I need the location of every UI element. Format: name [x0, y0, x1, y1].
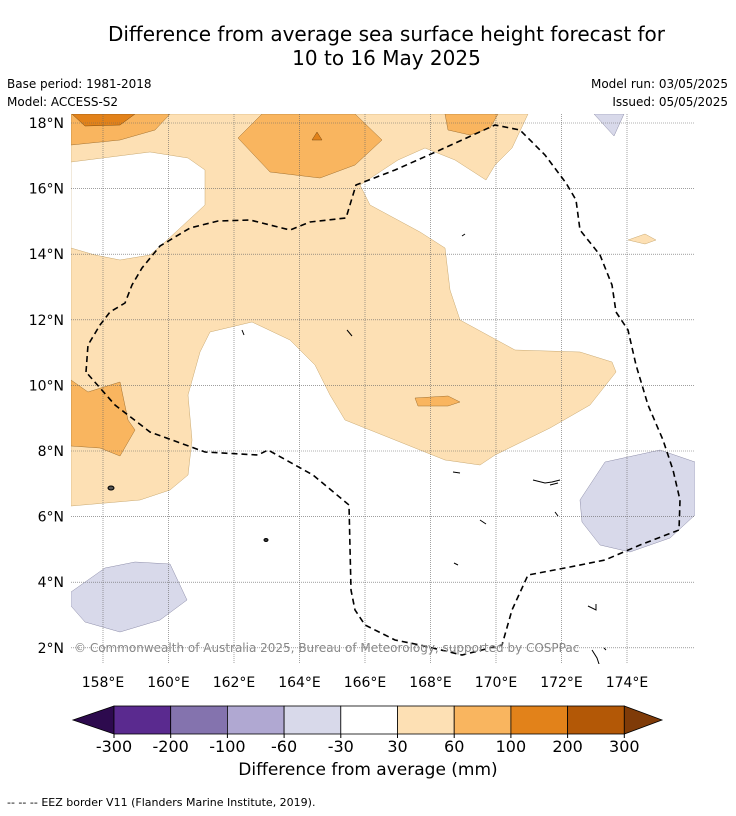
colorbar-tick-label: -100 — [209, 737, 245, 756]
lat-tick-label: 6°N — [38, 510, 64, 526]
lon-tick-label: 172°E — [540, 675, 583, 691]
anomaly-region-neg-northeast — [593, 114, 625, 137]
colorbar: -300 -200 -100 -60 -30 30 60 100 200 300 — [71, 705, 664, 756]
lat-tick-label: 18°N — [29, 116, 64, 132]
eez-legend-text: EEZ border V11 (Flanders Marine Institut… — [41, 796, 316, 809]
colorbar-swatch — [397, 705, 455, 735]
colorbar-swatch — [340, 705, 398, 735]
model-name: Model: ACCESS-S2 — [7, 95, 119, 109]
lon-tick-label: 166°E — [344, 675, 387, 691]
longitude-labels: 158°E 160°E 162°E 164°E 166°E 168°E 170°E 172°E… — [82, 675, 649, 691]
colorbar-tick-label: 30 — [387, 737, 407, 756]
latitude-labels: 18°N 16°N 14°N 12°N 10°N 8°N 6°N 4°N 2°N — [29, 116, 64, 657]
colorbar-swatch — [567, 705, 625, 735]
colorbar-swatch — [283, 705, 342, 735]
colorbar-swatch — [510, 705, 568, 735]
issued-date: Issued: 05/05/2025 — [612, 95, 728, 109]
anomaly-region-neg-east — [579, 449, 695, 553]
colorbar-tick-label: -200 — [153, 737, 189, 756]
eez-legend: -- -- -- EEZ border V11 (Flanders Marine… — [7, 796, 315, 809]
lat-tick-label: 8°N — [38, 444, 64, 460]
colorbar-swatch — [453, 705, 512, 735]
colorbar-tick-label: 60 — [444, 737, 464, 756]
lon-tick-label: 168°E — [409, 675, 452, 691]
map-title: Difference from average sea surface heig… — [0, 22, 736, 70]
colorbar-tick-label: 100 — [496, 737, 527, 756]
title-line-1: Difference from average sea surface heig… — [107, 22, 666, 46]
meta-left: Base period: 1981-2018 Model: ACCESS-S2 — [7, 75, 152, 111]
lon-tick-label: 174°E — [606, 675, 649, 691]
lat-tick-label: 10°N — [29, 378, 64, 394]
lon-tick-label: 160°E — [147, 675, 190, 691]
base-period: Base period: 1981-2018 — [7, 77, 152, 91]
colorbar-tick-label: 200 — [552, 737, 583, 756]
meta-right: Model run: 03/05/2025 Issued: 05/05/2025 — [591, 75, 728, 111]
colorbar-swatch — [170, 705, 228, 735]
eez-dash-symbol: -- -- -- — [7, 796, 38, 809]
anomaly-region-100-200-spot — [311, 131, 323, 141]
copyright-text: © Commonwealth of Australia 2025, Bureau… — [74, 641, 579, 655]
colorbar-swatch — [226, 705, 285, 735]
lat-tick-label: 16°N — [29, 182, 64, 198]
lat-tick-label: 14°N — [29, 247, 64, 263]
lat-tick-label: 4°N — [38, 575, 64, 591]
map-area — [71, 114, 695, 664]
anomaly-region-60-100-central — [414, 395, 461, 407]
anomaly-region-30-60-east — [627, 233, 657, 245]
colorbar-extend-max — [623, 705, 664, 735]
lat-tick-label: 12°N — [29, 313, 64, 329]
white-region-north — [71, 151, 206, 261]
colorbar-tick-label: -30 — [328, 737, 354, 756]
lon-tick-label: 158°E — [82, 675, 125, 691]
lon-tick-label: 164°E — [278, 675, 321, 691]
lon-tick-label: 162°E — [213, 675, 256, 691]
colorbar-tick-label: -300 — [96, 737, 132, 756]
eez-border — [85, 124, 681, 656]
model-run: Model run: 03/05/2025 — [590, 77, 728, 91]
lon-tick-label: 170°E — [475, 675, 518, 691]
colorbar-tick-label: 300 — [609, 737, 640, 756]
lat-tick-label: 2°N — [38, 641, 64, 657]
colorbar-label: Difference from average (mm) — [238, 760, 498, 780]
anomaly-region-neg-southwest — [71, 561, 188, 633]
colorbar-extend-min — [71, 705, 115, 735]
colorbar-tick-label: -60 — [271, 737, 297, 756]
colorbar-swatch — [113, 705, 172, 735]
anomaly-region-60-100-north — [237, 114, 383, 179]
graticule — [71, 114, 695, 664]
anomaly-region-30-60 — [71, 114, 617, 507]
title-line-2: 10 to 16 May 2025 — [292, 46, 481, 70]
islands — [107, 233, 607, 664]
